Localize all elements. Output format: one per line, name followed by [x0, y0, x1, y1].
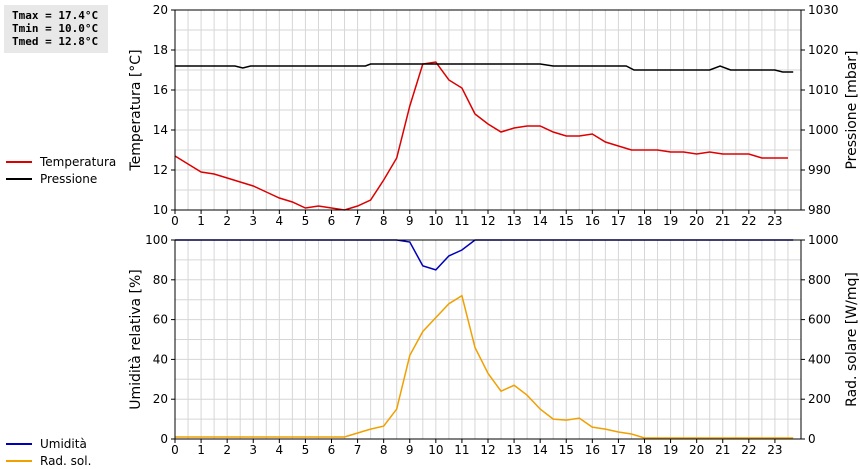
panel2-x-tick-label: 17 — [611, 443, 626, 457]
legend-swatch-pressione — [6, 177, 32, 180]
panel1-y2label: Pressione [mbar] — [844, 50, 860, 169]
legend-item-pressione: Pressione — [6, 170, 116, 187]
panel2-x-tick-label: 0 — [171, 443, 179, 457]
panel2-y2-tick-label: 1000 — [808, 233, 839, 247]
panel2-y2-tick-label: 800 — [808, 273, 831, 287]
panel1-x-tick-label: 5 — [302, 214, 310, 228]
panel2-x-tick-label: 2 — [223, 443, 231, 457]
panel2-y-tick-label: 20 — [153, 392, 168, 406]
panel1-x-tick-label: 21 — [715, 214, 730, 228]
panel1-y-tick-label: 16 — [153, 83, 168, 97]
panel1-x-tick-label: 23 — [767, 214, 782, 228]
panel1-y2-tick-label: 980 — [808, 203, 831, 217]
panel2-y-tick-label: 100 — [145, 233, 168, 247]
panel1-series-pressione — [175, 63, 794, 73]
stats-box: Tmax = 17.4°C Tmin = 10.0°C Tmed = 12.8°… — [4, 5, 108, 53]
panel2-x-tick-label: 8 — [380, 443, 388, 457]
legend-item-umidita: Umidità — [6, 435, 91, 452]
legend-label-umidita: Umidità — [40, 436, 87, 451]
panel2-x-tick-label: 5 — [302, 443, 310, 457]
legend-swatch-temperatura — [6, 160, 32, 163]
panel1-x-tick-label: 22 — [741, 214, 756, 228]
panel2-series-rad-sol- — [175, 294, 794, 439]
panel2-x-tick-label: 23 — [767, 443, 782, 457]
panel1-x-tick-label: 11 — [454, 214, 469, 228]
panel2-y2label: Rad. solare [W/mq] — [844, 272, 860, 407]
panel2-x-tick-label: 10 — [428, 443, 443, 457]
panel1-x-tick-label: 15 — [559, 214, 574, 228]
panel2-x-tick-label: 14 — [533, 443, 548, 457]
panel1-x-tick-label: 14 — [533, 214, 548, 228]
panel2-x-tick-label: 21 — [715, 443, 730, 457]
panel2-x-tick-label: 20 — [689, 443, 704, 457]
panel2-series-umidit- — [175, 239, 794, 271]
panel2-x-tick-label: 11 — [454, 443, 469, 457]
tmax-label: Tmax = 17.4°C — [12, 9, 99, 22]
legend-swatch-umidita — [6, 442, 32, 445]
legend-label-temperatura: Temperatura — [40, 154, 117, 169]
panel2-x-tick-label: 3 — [249, 443, 257, 457]
tmin-label: Tmin = 10.0°C — [12, 22, 99, 35]
legend-label-pressione: Pressione — [40, 171, 98, 186]
panel1-x-tick-label: 20 — [689, 214, 704, 228]
panel2-y-tick-label: 80 — [153, 273, 168, 287]
panel2-y2-tick-label: 200 — [808, 392, 831, 406]
panel2-x-tick-label: 1 — [197, 443, 205, 457]
panel1-x-tick-label: 9 — [406, 214, 414, 228]
panel2-x-tick-label: 4 — [276, 443, 284, 457]
panel1-x-tick-label: 7 — [354, 214, 362, 228]
panel2-x-tick-label: 16 — [585, 443, 600, 457]
panel2-x-tick-label: 12 — [480, 443, 495, 457]
panel1-x-tick-label: 10 — [428, 214, 443, 228]
panel1-x-tick-label: 13 — [506, 214, 521, 228]
panel1-y-tick-label: 20 — [153, 3, 168, 17]
tmed-label: Tmed = 12.8°C — [12, 35, 99, 48]
panel2-y-tick-label: 60 — [153, 313, 168, 327]
panel1-ylabel: Temperatura [°C] — [128, 49, 144, 171]
panel2-y2-tick-label: 600 — [808, 313, 831, 327]
panel2-x-tick-label: 6 — [328, 443, 336, 457]
panel1-x-tick-label: 12 — [480, 214, 495, 228]
panel1-y-tick-label: 14 — [153, 123, 168, 137]
panel2-y2-tick-label: 0 — [808, 432, 816, 446]
panel1-series-temperatura — [174, 61, 788, 211]
legend-item-temperatura: Temperatura — [6, 153, 116, 170]
panel1-x-tick-label: 3 — [249, 214, 257, 228]
panel1-x-tick-label: 0 — [171, 214, 179, 228]
panel1-y2-tick-label: 1020 — [808, 43, 839, 57]
panel1-y-tick-label: 10 — [153, 203, 168, 217]
panel2-x-tick-label: 22 — [741, 443, 756, 457]
panel1-x-tick-label: 18 — [637, 214, 652, 228]
panel1-x-tick-label: 19 — [663, 214, 678, 228]
panel1-x-tick-label: 4 — [276, 214, 284, 228]
panel1-y2-tick-label: 1010 — [808, 83, 839, 97]
panel2-x-tick-label: 19 — [663, 443, 678, 457]
panel2-x-tick-label: 13 — [506, 443, 521, 457]
panel1-y-tick-label: 18 — [153, 43, 168, 57]
panel1-y2-tick-label: 990 — [808, 163, 831, 177]
panel2-x-tick-label: 18 — [637, 443, 652, 457]
panel2-y-tick-label: 0 — [160, 432, 168, 446]
panel1-y2-tick-label: 1000 — [808, 123, 839, 137]
panel1-x-tick-label: 2 — [223, 214, 231, 228]
panel2-x-tick-label: 7 — [354, 443, 362, 457]
panel2-y-tick-label: 40 — [153, 352, 168, 366]
panel2-x-tick-label: 9 — [406, 443, 414, 457]
panel1-y2-tick-label: 1030 — [808, 3, 839, 17]
panel1-x-tick-label: 1 — [197, 214, 205, 228]
panel1-x-tick-label: 8 — [380, 214, 388, 228]
panel1-y-tick-label: 12 — [153, 163, 168, 177]
panel1-x-tick-label: 6 — [328, 214, 336, 228]
panel2-y2-tick-label: 400 — [808, 352, 831, 366]
panel2-ylabel: Umidità relativa [%] — [128, 269, 144, 410]
panel2-x-tick-label: 15 — [559, 443, 574, 457]
legend-top: Temperatura Pressione — [6, 153, 116, 187]
panel1-x-tick-label: 16 — [585, 214, 600, 228]
panel1-x-tick-label: 17 — [611, 214, 626, 228]
